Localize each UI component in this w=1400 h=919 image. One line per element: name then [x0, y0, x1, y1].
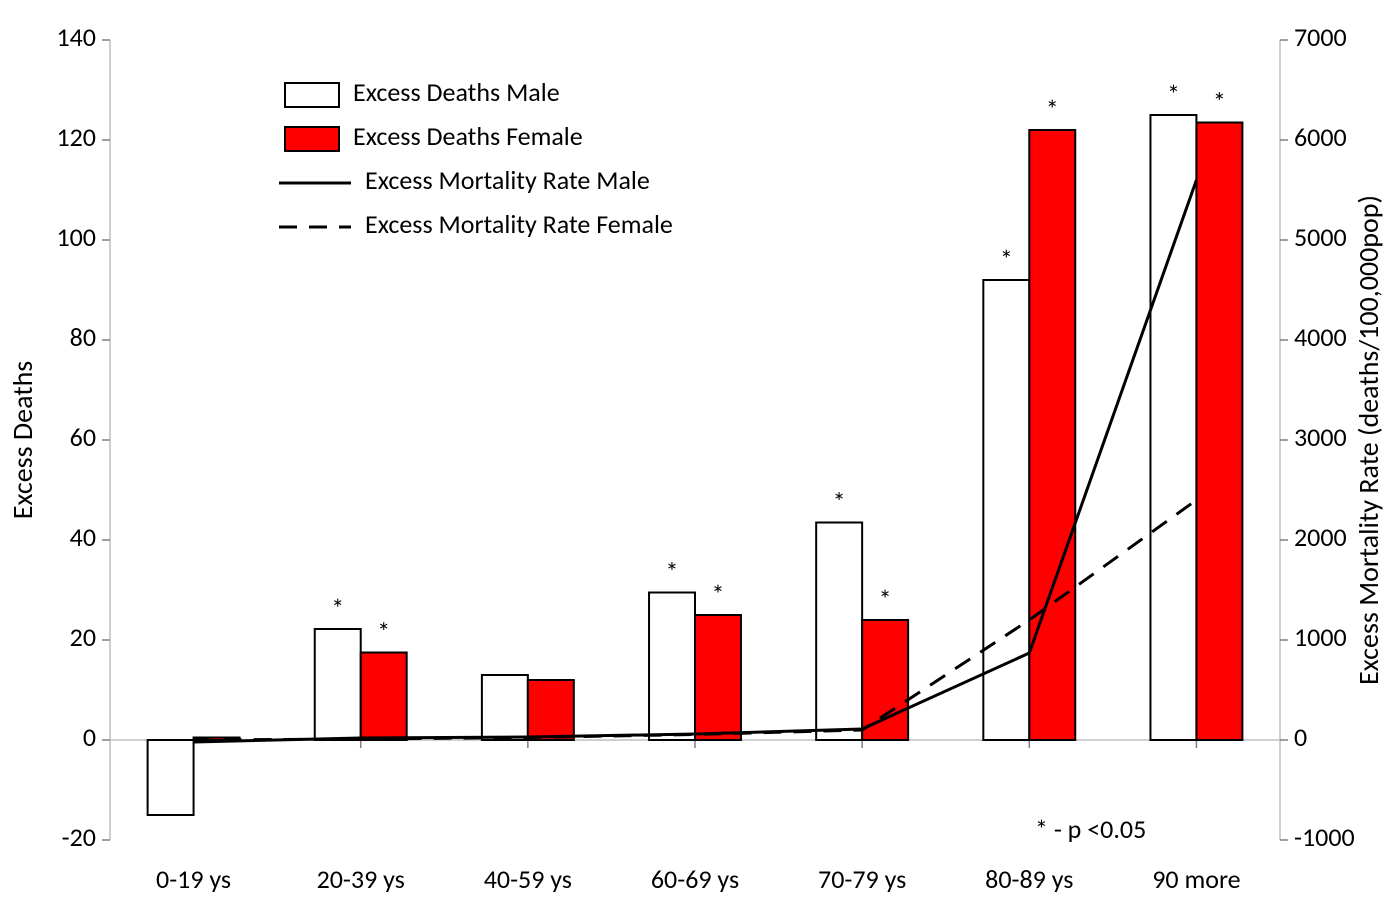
x-category-label: 0-19 ys [156, 863, 231, 895]
significance-star: * [1213, 86, 1226, 118]
bar-male [148, 740, 194, 815]
bar-male [315, 629, 361, 740]
significance-star: * [1000, 243, 1013, 275]
significance-star: * [1167, 78, 1180, 110]
y-left-tick-label: 20 [70, 621, 96, 653]
legend-label: Excess Deaths Female [353, 120, 583, 152]
bar-male [482, 675, 528, 740]
bar-female [1029, 130, 1075, 740]
y-right-tick-label: -1000 [1294, 821, 1355, 853]
bar-female [1196, 123, 1242, 741]
y-left-axis-title: Excess Deaths [5, 361, 40, 520]
bar-female [862, 620, 908, 740]
bar-male [816, 523, 862, 741]
y-right-tick-label: 1000 [1294, 621, 1347, 653]
x-category-label: 90 more [1152, 863, 1240, 895]
y-right-tick-label: 3000 [1294, 421, 1347, 453]
x-category-label: 70-79 ys [818, 863, 906, 895]
bar-female [528, 680, 574, 740]
y-left-tick-label: 0 [83, 721, 96, 753]
chart-container: -20 0 20 40 60 80 100 120 140 -1000 0 1000 2000 3000 4… [0, 0, 1400, 919]
y-right-tick-label: 0 [1294, 721, 1307, 753]
significance-star: * [879, 583, 892, 615]
bar-male [649, 593, 695, 741]
y-right-tick-label: 2000 [1294, 521, 1347, 553]
x-category-label: 60-69 ys [651, 863, 739, 895]
y-left-tick-label: 120 [56, 121, 96, 153]
y-right-axis-title: Excess Mortality Rate (deaths/100,000pop… [1351, 195, 1386, 685]
y-left-tick-label: 100 [56, 221, 96, 253]
bar-female [695, 615, 741, 740]
y-left-tick-label: 40 [70, 521, 96, 553]
significance-star: * [712, 578, 725, 610]
x-category-label: 40-59 ys [484, 863, 572, 895]
legend-label: Excess Mortality Rate Female [365, 208, 673, 240]
significance-star: * [1046, 93, 1059, 125]
y-right-tick-label: 5000 [1294, 221, 1347, 253]
significance-star: * [377, 616, 390, 648]
significance-star: * [666, 556, 679, 588]
y-left-tick-label: 60 [70, 421, 96, 453]
bar-female [361, 653, 407, 741]
significance-star: * [833, 486, 846, 518]
x-category-label: 20-39 ys [317, 863, 405, 895]
y-right-tick-label: 6000 [1294, 121, 1347, 153]
bar-male [1150, 115, 1196, 740]
legend-swatch [285, 127, 339, 151]
significance-footnote: * - p <0.05 [1035, 813, 1146, 845]
legend-label: Excess Mortality Rate Male [365, 164, 650, 196]
legend-label: Excess Deaths Male [353, 76, 560, 108]
y-left-tick-label: -20 [62, 821, 96, 853]
excess-deaths-chart: -20 0 20 40 60 80 100 120 140 -1000 0 1000 2000 3000 4… [0, 0, 1400, 919]
y-left-tick-label: 80 [70, 321, 96, 353]
significance-star: * [331, 592, 344, 624]
y-right-tick-label: 7000 [1294, 21, 1347, 53]
x-category-label: 80-89 ys [985, 863, 1073, 895]
legend-swatch [285, 83, 339, 107]
y-right-tick-label: 4000 [1294, 321, 1347, 353]
y-left-tick-label: 140 [56, 21, 96, 53]
